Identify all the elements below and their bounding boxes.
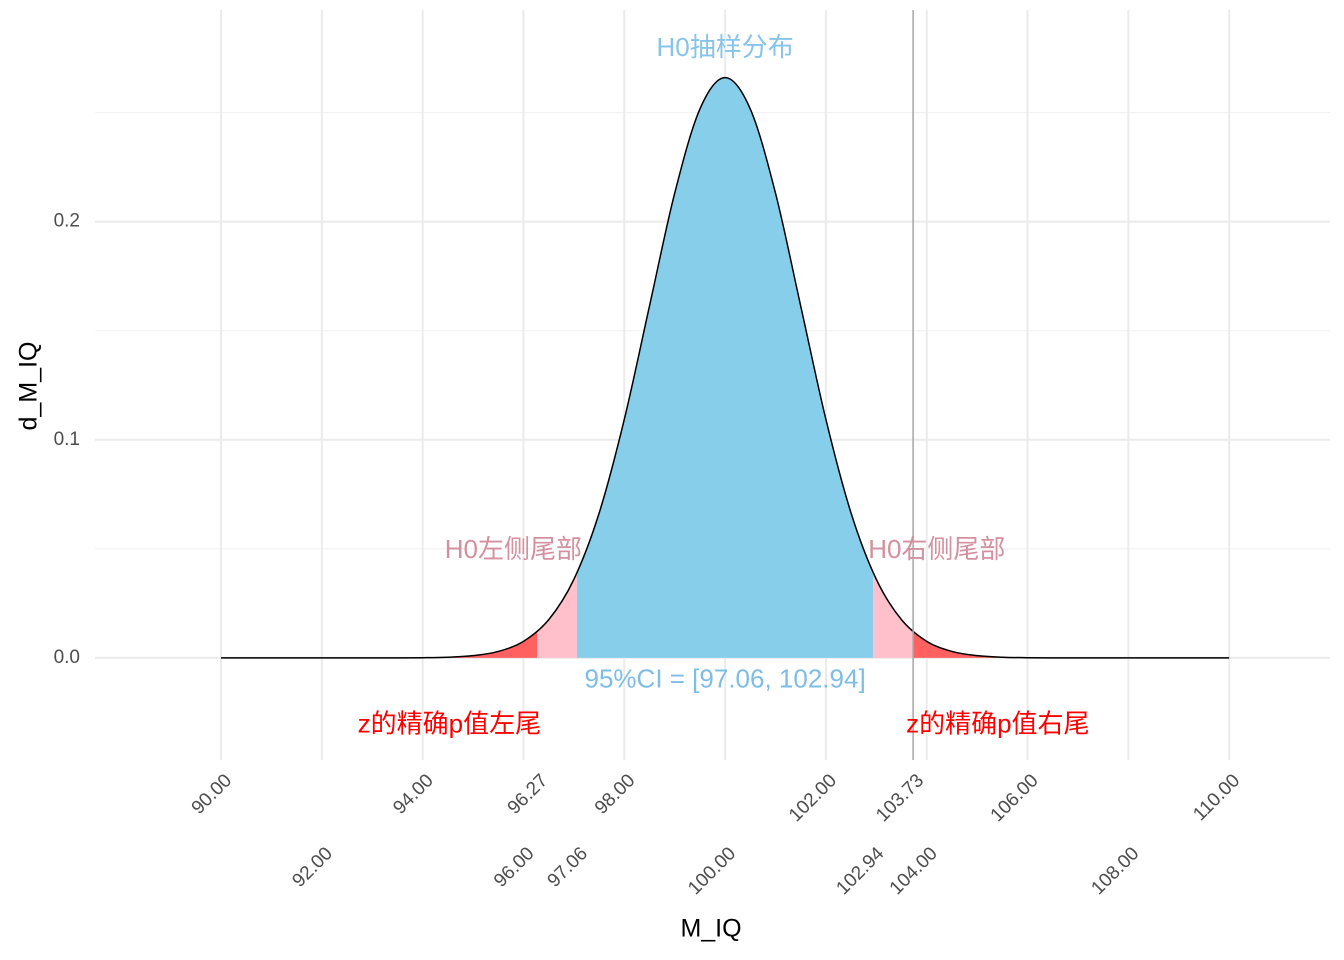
annotation: H0右侧尾部 — [868, 534, 1005, 564]
y-tick-label: 0.0 — [54, 647, 80, 668]
density-line — [221, 76, 1230, 659]
x-tick-label: 100.00 — [684, 843, 740, 899]
y-tick-label: 0.2 — [54, 211, 80, 232]
annotation: H0左侧尾部 — [445, 534, 582, 564]
x-tick-label: 104.00 — [886, 843, 942, 899]
x-tick-label: 103.73 — [872, 770, 928, 826]
shaded-region — [576, 77, 874, 658]
x-tick-label: 110.00 — [1189, 770, 1244, 825]
y-tick-label: 0.1 — [54, 429, 80, 450]
x-tick-label: 92.00 — [288, 843, 336, 891]
annotation: z的精确p值右尾 — [906, 708, 1089, 738]
x-tick-label: 102.00 — [785, 770, 841, 826]
x-tick-label: 96.27 — [504, 770, 552, 818]
x-axis-label: M_IQ — [680, 915, 741, 943]
y-axis-label: d_M_IQ — [15, 342, 43, 431]
x-tick-label: 108.00 — [1087, 843, 1143, 899]
x-tick-label: 98.00 — [591, 770, 639, 818]
shaded-region — [913, 631, 998, 658]
x-tick-label: 106.00 — [987, 770, 1043, 826]
annotation: z的精确p值左尾 — [358, 708, 541, 738]
x-tick-label: 94.00 — [389, 770, 437, 818]
annotation: 95%CI = [97.06, 102.94] — [585, 664, 866, 694]
x-tick-label: 102.94 — [832, 843, 888, 899]
x-tick-label: 96.00 — [490, 843, 538, 891]
shaded-region — [452, 631, 538, 658]
x-tick-label: 90.00 — [188, 770, 236, 818]
annotation: H0抽样分布 — [656, 32, 793, 62]
x-tick-label: 97.06 — [544, 843, 592, 891]
